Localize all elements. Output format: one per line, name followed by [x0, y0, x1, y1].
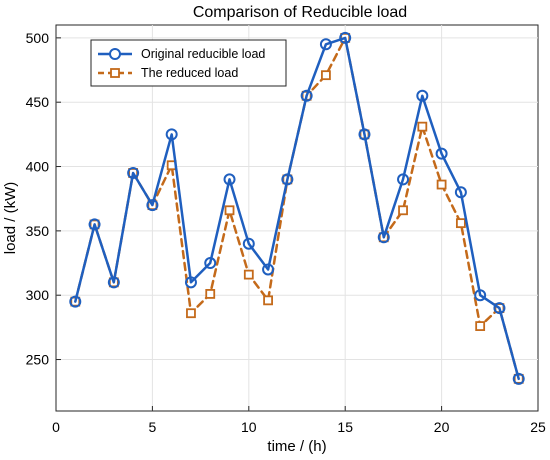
reduced-point-22 [475, 321, 486, 331]
original-point-5 [146, 199, 159, 212]
original-point-12 [281, 173, 294, 186]
legend-original-marker [109, 48, 121, 60]
x-tick-label-5: 5 [149, 419, 157, 435]
original-point-2 [88, 218, 101, 231]
series-original [69, 31, 525, 385]
original-point-9 [223, 173, 236, 186]
original-point-23 [493, 302, 506, 315]
y-tick-label-350: 350 [26, 223, 50, 239]
legend-reduced-label: The reduced load [141, 66, 238, 80]
reduced-point-8 [205, 289, 216, 299]
original-point-10 [242, 237, 255, 250]
x-axis-label: time / (h) [267, 438, 326, 455]
original-point-1 [69, 295, 82, 308]
y-axis-label: load / (kW) [2, 182, 19, 255]
reduced-point-21 [455, 218, 466, 229]
original-point-4 [127, 166, 140, 179]
grid-lines [56, 25, 538, 411]
original-point-18 [397, 173, 410, 186]
reduced-point-19 [417, 121, 428, 132]
original-point-14 [319, 38, 332, 51]
legend-box [90, 39, 287, 87]
x-tick-label-10: 10 [241, 419, 257, 435]
legend: Original reducible load The reduced load [90, 39, 287, 87]
original-point-17 [377, 231, 390, 244]
x-tick-label-20: 20 [434, 419, 450, 435]
original-point-3 [107, 276, 120, 289]
y-tick-label-400: 400 [26, 159, 50, 175]
series-layer [69, 31, 525, 385]
x-tick-label-25: 25 [530, 419, 546, 435]
original-point-16 [358, 128, 371, 141]
original-series-line [74, 36, 520, 381]
chart-title: Comparison of Reducible load [193, 4, 407, 21]
original-point-15 [339, 31, 352, 44]
original-point-13 [300, 89, 313, 102]
reduced-point-20 [436, 179, 447, 190]
y-tick-label-300: 300 [26, 287, 50, 303]
legend-original-label: Original reducible load [141, 47, 265, 61]
reduced-point-9 [224, 205, 235, 216]
original-point-6 [165, 128, 178, 141]
original-point-21 [454, 186, 467, 199]
y-tick-label-500: 500 [26, 30, 50, 46]
x-tick-label-15: 15 [337, 419, 353, 435]
reduced-point-14 [321, 70, 331, 81]
y-tick-label-450: 450 [26, 94, 50, 110]
reduced-point-7 [186, 308, 196, 319]
original-point-19 [416, 89, 429, 102]
original-point-20 [435, 147, 448, 160]
y-tick-label-250: 250 [26, 352, 50, 368]
reduced-point-10 [243, 269, 254, 280]
reduced-point-18 [398, 205, 408, 216]
legend-reduced-marker [110, 68, 120, 78]
reduced-point-11 [263, 295, 273, 306]
axes: 0 5 10 15 20 25 250 300 350 400 450 500 [26, 30, 546, 435]
original-point-11 [262, 263, 275, 276]
original-point-22 [474, 289, 487, 302]
x-tick-label-0: 0 [52, 419, 60, 435]
original-point-8 [204, 257, 217, 270]
original-point-24 [512, 372, 525, 385]
original-point-7 [184, 276, 197, 289]
